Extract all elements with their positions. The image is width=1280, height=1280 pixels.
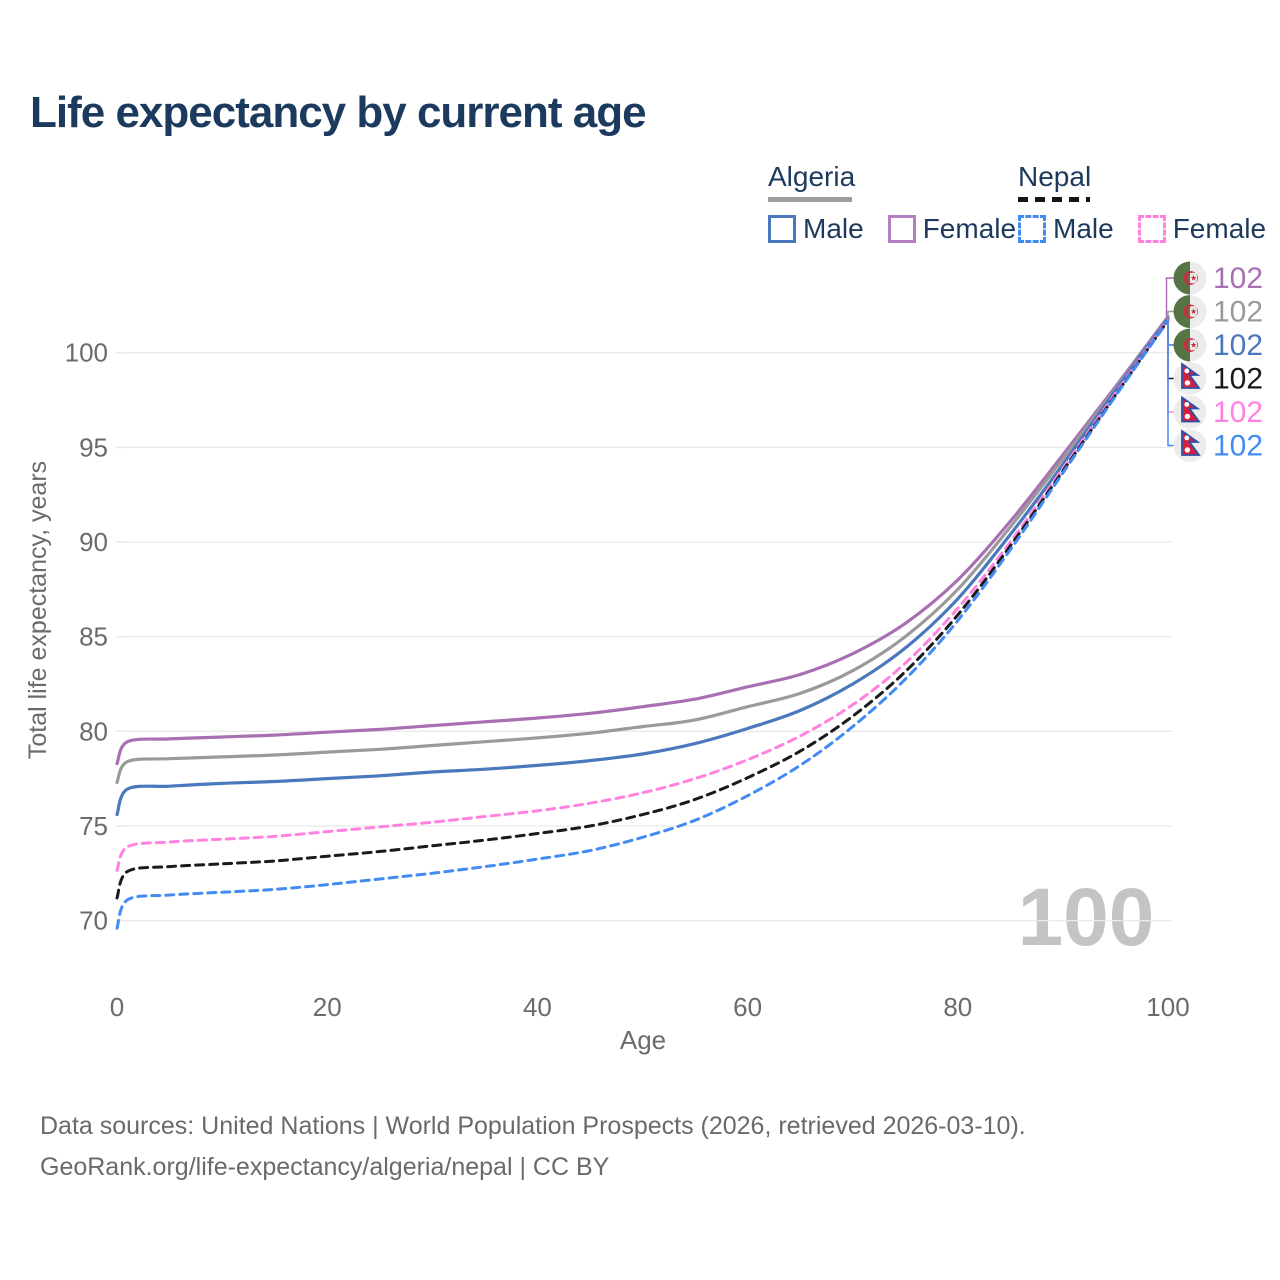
series-line-nepal-male[interactable] [115, 319, 1170, 930]
nepal-flag-icon [1173, 395, 1207, 429]
series-line-nepal-both[interactable] [115, 319, 1170, 900]
y-tick-label: 85 [79, 622, 108, 652]
y-tick-label: 100 [65, 338, 108, 368]
legend-swatch-nepal-female [1137, 215, 1166, 243]
series-line-algeria-male[interactable] [115, 317, 1170, 817]
legend-item-label: Male [803, 213, 864, 244]
legend-row-algeria: Male Female [768, 213, 1016, 245]
chart-footer: Data sources: United Nations | World Pop… [40, 1106, 1026, 1188]
legend-underline-algeria-solid [768, 197, 852, 202]
legend-item-algeria-female[interactable]: Female [887, 213, 1017, 245]
y-tick-label: 90 [79, 527, 108, 557]
y-tick-label: 80 [79, 716, 108, 746]
end-label-connector-algeria-female [1165, 277, 1176, 317]
series-line-algeria-female[interactable] [115, 315, 1170, 766]
legend-item-algeria-male[interactable]: Male [768, 213, 864, 245]
end-label-connector-nepal-male [1167, 320, 1176, 447]
x-tick-label: 100 [1146, 992, 1189, 1022]
nepal-flag-icon [1173, 362, 1207, 395]
legend-swatch-nepal-male [1018, 215, 1046, 243]
end-label-value-algeria-female: 102 [1213, 262, 1263, 295]
end-label-value-nepal-male: 102 [1213, 430, 1263, 463]
y-tick-label: 70 [79, 906, 108, 936]
x-tick-label: 80 [943, 992, 972, 1022]
series-line-algeria-both[interactable] [115, 316, 1170, 784]
algeria-flag-icon [1173, 261, 1207, 295]
legend-underline-nepal-dashed [1018, 197, 1090, 202]
series-line-nepal-female[interactable] [115, 318, 1170, 872]
age-counter-watermark: 100 [1018, 872, 1155, 963]
y-axis-title: Total life expectancy, years [24, 461, 52, 759]
attribution-line: GeoRank.org/life-expectancy/algeria/nepa… [40, 1153, 610, 1181]
legend-item-label: Male [1053, 213, 1114, 244]
legend-group-nepal: Nepal Male Female [1018, 161, 1266, 245]
end-label-value-algeria-both: 102 [1213, 296, 1263, 329]
end-label-connector-algeria-both [1167, 310, 1176, 318]
x-tick-label: 20 [313, 992, 342, 1022]
legend-item-nepal-male[interactable]: Male [1018, 213, 1114, 245]
legend-item-label: Female [1172, 213, 1267, 244]
legend-header-nepal[interactable]: Nepal [1018, 161, 1092, 192]
nepal-flag-icon [1173, 429, 1207, 462]
x-tick-label: 40 [523, 992, 552, 1022]
end-label-value-nepal-both: 102 [1213, 363, 1263, 396]
algeria-flag-icon [1173, 295, 1207, 328]
x-tick-label: 0 [110, 992, 124, 1022]
legend-item-label: Female [922, 213, 1017, 244]
legend-swatch-algeria-male [768, 215, 796, 243]
y-tick-label: 95 [79, 432, 108, 462]
algeria-flag-icon [1173, 328, 1207, 362]
y-tick-label: 75 [79, 811, 108, 841]
legend-item-nepal-female[interactable]: Female [1137, 213, 1267, 245]
x-axis-title: Age [620, 1025, 666, 1055]
legend-row-nepal: Male Female [1018, 213, 1266, 245]
legend-header-algeria[interactable]: Algeria [768, 161, 856, 192]
end-label-value-nepal-female: 102 [1213, 396, 1263, 429]
data-sources-line: Data sources: United Nations | World Pop… [40, 1112, 1026, 1140]
legend-swatch-algeria-female [887, 215, 916, 243]
end-label-value-algeria-male: 102 [1213, 329, 1263, 362]
page-title: Life expectancy by current age [30, 88, 647, 137]
legend-group-algeria: Algeria Male Female [768, 161, 1016, 245]
x-tick-label: 60 [733, 992, 762, 1022]
end-label-connector-nepal-female [1167, 319, 1176, 413]
